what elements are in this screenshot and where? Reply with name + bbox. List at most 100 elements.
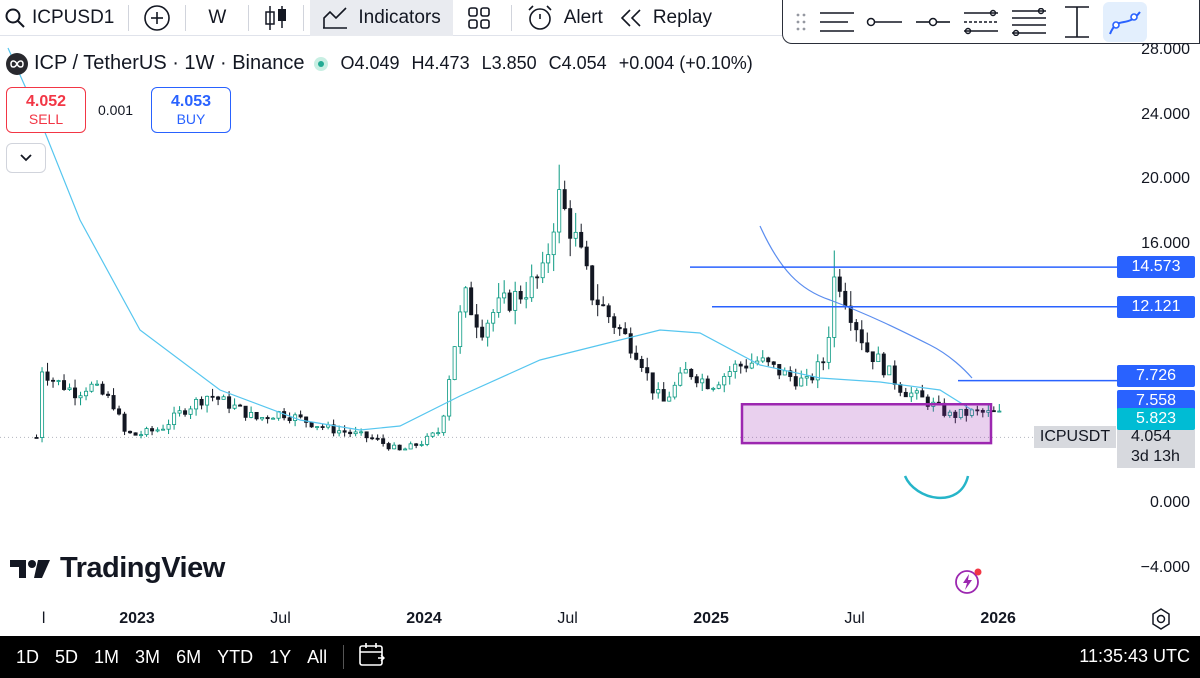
candle-body bbox=[788, 370, 793, 377]
candle-body bbox=[518, 291, 523, 300]
brush-tool[interactable] bbox=[1103, 1, 1147, 42]
drawing-toolbar bbox=[782, 0, 1200, 44]
candle-body bbox=[650, 372, 655, 394]
candle-body bbox=[579, 231, 584, 248]
settings-icon[interactable] bbox=[1150, 608, 1172, 635]
candle-body bbox=[84, 390, 89, 397]
range-button[interactable]: 1Y bbox=[269, 646, 292, 667]
candle-body bbox=[408, 443, 413, 450]
buy-button[interactable]: 4.053 BUY bbox=[151, 87, 231, 133]
candle-body bbox=[205, 395, 210, 406]
candle-body bbox=[386, 443, 391, 450]
candle-body bbox=[540, 262, 545, 279]
candle-body bbox=[34, 437, 39, 439]
candle-body bbox=[799, 377, 804, 387]
candle-body bbox=[40, 371, 45, 438]
fib-tool[interactable] bbox=[1007, 2, 1051, 42]
candle-body bbox=[859, 329, 864, 344]
horizontal-line-icon bbox=[916, 17, 950, 26]
candle-body bbox=[502, 292, 507, 299]
replay-button[interactable]: Replay bbox=[611, 0, 720, 36]
indicators-label: Indicators bbox=[358, 6, 441, 28]
candle-body bbox=[128, 430, 133, 434]
candle-body bbox=[964, 408, 969, 416]
candle-body bbox=[700, 378, 705, 384]
candle-body bbox=[381, 438, 386, 444]
sell-button[interactable]: 4.052 SELL bbox=[6, 87, 86, 133]
lightning-icon[interactable] bbox=[954, 566, 984, 601]
indicators-button[interactable]: Indicators bbox=[310, 0, 453, 36]
candle-body bbox=[463, 287, 468, 313]
range-button[interactable]: 3M bbox=[135, 646, 161, 667]
range-button[interactable]: 1M bbox=[94, 646, 120, 667]
ma-line-slow bbox=[759, 225, 973, 379]
range-button[interactable]: 6M bbox=[176, 646, 202, 667]
brand-name: TradingView bbox=[60, 552, 225, 584]
indicators-icon bbox=[323, 6, 348, 29]
candle-body bbox=[397, 444, 402, 451]
drag-handle[interactable] bbox=[791, 2, 811, 42]
candle-body bbox=[854, 322, 859, 331]
candle-body bbox=[760, 357, 765, 362]
candle-body bbox=[210, 395, 215, 398]
candle-body bbox=[227, 396, 232, 409]
candle-body bbox=[56, 380, 61, 382]
horizontal-ray-tool[interactable] bbox=[863, 2, 907, 42]
symbol-search-button[interactable]: ICPUSD1 bbox=[0, 0, 122, 36]
interval-button[interactable]: W bbox=[208, 6, 227, 28]
candle-body bbox=[78, 395, 83, 399]
text-note-tool[interactable] bbox=[815, 2, 859, 42]
range-button[interactable]: YTD bbox=[217, 646, 254, 667]
candle-body bbox=[925, 396, 930, 407]
candle-body bbox=[997, 410, 1002, 413]
legend-title[interactable]: ICP / TetherUS · 1W · Binance bbox=[34, 52, 305, 74]
candle-body bbox=[491, 312, 496, 324]
chart-type-button[interactable] bbox=[255, 0, 297, 36]
candle-body bbox=[73, 387, 78, 399]
collapse-legend-button[interactable] bbox=[6, 143, 46, 173]
vertical-line-icon bbox=[1065, 5, 1089, 38]
compare-button[interactable] bbox=[135, 0, 179, 36]
candle-body bbox=[359, 431, 364, 434]
candle-body bbox=[469, 287, 474, 316]
candle-body bbox=[887, 365, 892, 376]
candle-body bbox=[980, 409, 985, 413]
candle-body bbox=[392, 444, 397, 450]
buy-price: 4.053 bbox=[170, 93, 212, 110]
parallel-channel-tool[interactable] bbox=[959, 2, 1003, 42]
candle-body bbox=[480, 326, 485, 338]
tradingview-logo: TradingView bbox=[10, 552, 225, 585]
candle-body bbox=[419, 443, 424, 446]
candle-body bbox=[507, 292, 512, 311]
range-button[interactable]: 5D bbox=[55, 646, 79, 667]
candle-body bbox=[705, 378, 710, 390]
channel-icon bbox=[964, 9, 998, 34]
candle-body bbox=[568, 208, 573, 239]
buy-label: BUY bbox=[176, 111, 206, 127]
candle-body bbox=[425, 435, 430, 445]
candle-body bbox=[232, 404, 237, 409]
date-range-button[interactable] bbox=[352, 642, 392, 673]
utc-clock[interactable]: 11:35:43 UTC bbox=[1079, 646, 1190, 666]
candle-body bbox=[117, 408, 122, 415]
horizontal-line-tool[interactable] bbox=[911, 2, 955, 42]
alert-button[interactable]: Alert bbox=[518, 0, 611, 36]
candle-body bbox=[804, 376, 809, 379]
current-price: 4.054 bbox=[1131, 428, 1172, 445]
candle-body bbox=[656, 389, 661, 394]
candle-body bbox=[144, 428, 149, 436]
divider bbox=[185, 4, 187, 31]
candle-body bbox=[749, 362, 754, 369]
layouts-button[interactable] bbox=[453, 0, 505, 36]
candle-body bbox=[172, 412, 177, 425]
chevron-down-icon bbox=[20, 154, 32, 162]
candle-body bbox=[513, 291, 518, 311]
range-button[interactable]: All bbox=[307, 646, 328, 667]
range-button[interactable]: 1D bbox=[16, 646, 40, 667]
candle-body bbox=[249, 411, 254, 418]
alarm-clock-icon bbox=[528, 4, 552, 30]
candle-body bbox=[639, 358, 644, 368]
vertical-line-tool[interactable] bbox=[1055, 2, 1099, 42]
